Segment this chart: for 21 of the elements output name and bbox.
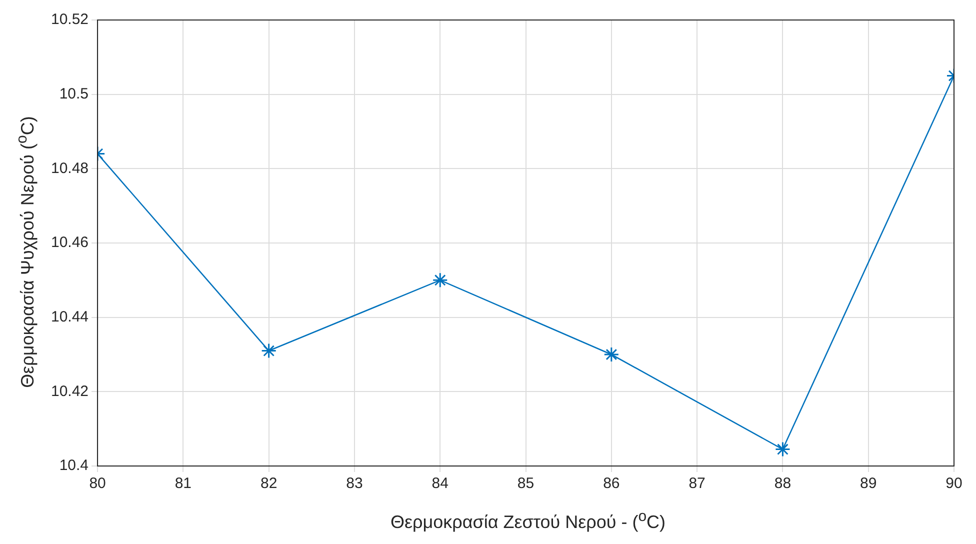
x-tick-label: 87: [688, 475, 706, 492]
x-tick-label: 84: [432, 475, 448, 492]
point: [604, 346, 620, 362]
x-tick-label: 89: [860, 475, 877, 492]
x-tick-label: 85: [517, 475, 534, 492]
y-tick-label: 10.52: [50, 11, 89, 28]
y-tick-label: 10.44: [50, 308, 89, 326]
x-tick-label: 80: [89, 475, 106, 492]
y-tick-label: 10.4: [59, 457, 89, 474]
x-tick-label: 86: [603, 475, 620, 492]
x-tick-label: 88: [774, 475, 792, 492]
y-tick-label: 10.42: [50, 382, 89, 400]
x-axis-title: Θερμοκρασία Ζεστού Νερού - ($^{o}$C): [390, 508, 666, 533]
y-tick-label: 10.46: [50, 234, 89, 252]
y-tick-label: 10.48: [50, 160, 89, 177]
point: [432, 272, 448, 288]
x-tick-label: 90: [946, 475, 962, 492]
x-tick-label: 83: [346, 475, 363, 492]
x-tick-label: 81: [174, 475, 192, 492]
x-tick-label: 82: [260, 475, 278, 492]
y-tick-label: 10.5: [59, 85, 89, 102]
